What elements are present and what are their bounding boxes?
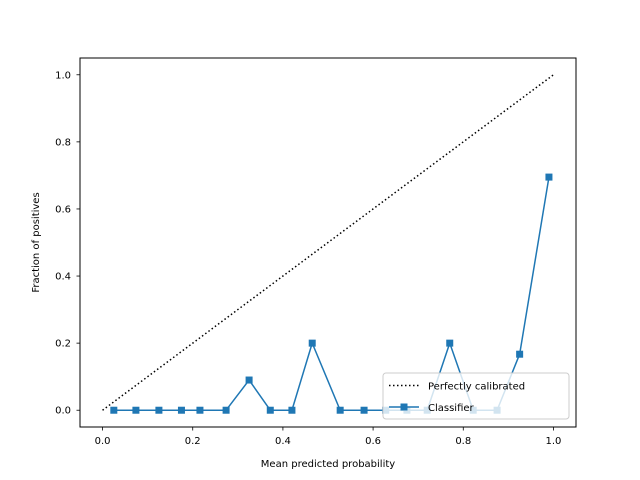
classifier-point — [245, 376, 253, 384]
y-tick-label: 0.0 — [55, 406, 71, 417]
classifier-point — [222, 406, 230, 414]
x-tick-label: 0.8 — [455, 436, 471, 447]
x-tick-label: 0.6 — [365, 436, 381, 447]
x-tick-label: 0.2 — [185, 436, 201, 447]
x-tick-label: 0.0 — [95, 436, 111, 447]
y-tick-label: 1.0 — [55, 70, 71, 81]
axes-frame — [79, 57, 577, 428]
classifier-point — [545, 173, 553, 181]
classifier-point — [308, 339, 316, 347]
classifier-point — [110, 406, 118, 414]
x-tick-label: 0.4 — [275, 436, 291, 447]
legend-perfectly-calibrated-label: Perfectly calibrated — [428, 382, 525, 393]
y-tick-label: 0.4 — [55, 272, 71, 283]
y-tick-label: 0.8 — [55, 137, 71, 148]
y-tick-label: 0.6 — [55, 204, 71, 215]
y-tick-label: 0.2 — [55, 339, 71, 350]
classifier-point — [155, 406, 163, 414]
y-axis-label: Fraction of positives — [31, 192, 42, 292]
x-tick-label: 1.0 — [546, 436, 562, 447]
classifier-point — [266, 406, 274, 414]
classifier-point — [516, 350, 524, 358]
y-axis: 0.0 0.2 0.4 0.6 0.8 1.0 — [55, 70, 80, 417]
classifier-point — [360, 406, 368, 414]
classifier-point — [336, 406, 344, 414]
classifier-point — [196, 406, 204, 414]
legend-classifier-marker — [400, 403, 408, 411]
legend-classifier-label: Classifier — [428, 403, 475, 414]
classifier-point — [132, 406, 140, 414]
classifier-point — [446, 339, 454, 347]
legend: Perfectly calibrated Classifier — [382, 372, 570, 420]
classifier-point — [288, 406, 296, 414]
legend-box — [382, 372, 570, 420]
x-axis: 0.0 0.2 0.4 0.6 0.8 1.0 — [95, 427, 562, 447]
perfectly-calibrated-line — [102, 74, 554, 411]
classifier-point — [177, 406, 185, 414]
x-axis-label: Mean predicted probability — [261, 459, 395, 470]
